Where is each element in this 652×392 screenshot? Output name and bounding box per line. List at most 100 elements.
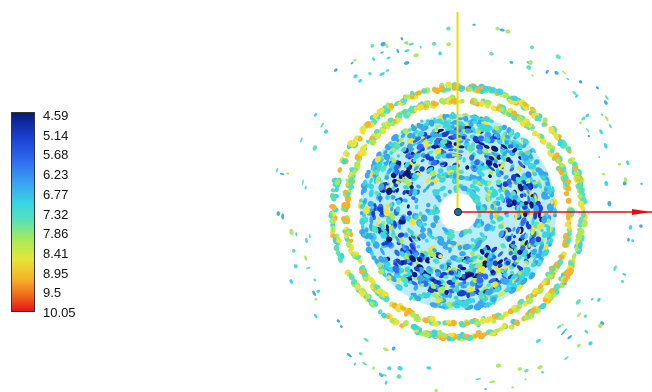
density-blob [413, 285, 419, 291]
density-blob [383, 347, 389, 352]
density-blob [581, 219, 588, 228]
density-blob [443, 275, 449, 279]
density-blob [412, 276, 418, 281]
density-blob [484, 131, 492, 139]
density-blob [578, 80, 583, 84]
density-blob [451, 124, 455, 129]
density-blob [487, 252, 495, 259]
density-blob [597, 297, 601, 302]
density-blob [410, 312, 417, 318]
density-blob [506, 235, 512, 242]
density-blob [374, 190, 379, 196]
density-blob [431, 288, 439, 292]
density-blob [434, 236, 439, 241]
density-blob [514, 132, 521, 139]
density-blob [334, 186, 339, 193]
density-blob [328, 213, 333, 219]
density-blob [469, 154, 475, 161]
density-blob [387, 275, 392, 280]
density-blob [565, 179, 572, 185]
density-blob [330, 225, 336, 232]
density-blob [514, 140, 521, 145]
density-blob [457, 244, 463, 251]
density-blob [520, 277, 527, 284]
density-blob [460, 98, 465, 104]
density-blob [390, 231, 397, 239]
density-blob [439, 177, 446, 183]
density-blob [577, 194, 583, 199]
density-blob [538, 256, 544, 261]
density-blob [511, 386, 514, 389]
density-blob [468, 263, 475, 270]
density-blob [346, 352, 352, 358]
density-blob [280, 172, 285, 176]
density-blob [471, 298, 476, 303]
density-blob [447, 233, 455, 239]
density-blob [419, 45, 422, 49]
colorbar-gradient [11, 112, 35, 312]
density-blob [489, 331, 497, 337]
density-blob [577, 241, 583, 250]
density-blob [379, 180, 383, 184]
density-blob [409, 185, 414, 190]
density-blob [511, 254, 518, 261]
density-blob [406, 204, 410, 209]
density-blob [585, 113, 590, 118]
density-blob [366, 169, 372, 174]
density-blob [489, 52, 494, 56]
density-blob [545, 181, 551, 186]
density-blob [381, 242, 386, 246]
density-blob [425, 100, 431, 107]
density-blob [414, 90, 423, 96]
density-blob [489, 258, 493, 262]
density-blob [399, 323, 404, 328]
density-blob [286, 172, 290, 175]
density-blob [348, 183, 354, 191]
density-blob [437, 198, 442, 203]
density-blob [514, 213, 518, 222]
density-blob [601, 172, 606, 176]
density-blob [381, 312, 386, 318]
density-blob [479, 89, 485, 95]
density-blob [487, 189, 492, 194]
density-blob [441, 172, 448, 177]
density-blob [426, 202, 431, 208]
density-blob [478, 142, 486, 146]
density-blob [516, 165, 522, 172]
density-blob [362, 362, 368, 366]
density-blob [424, 183, 431, 191]
density-blob [462, 269, 472, 273]
density-blob [497, 291, 506, 297]
density-blob [491, 225, 496, 232]
density-blob [469, 291, 475, 296]
density-blob [413, 266, 420, 272]
density-blob [505, 213, 509, 218]
density-blob [439, 161, 447, 166]
density-blob [450, 284, 456, 288]
density-blob [388, 225, 394, 231]
density-blob [530, 307, 537, 314]
density-blob [386, 236, 393, 243]
density-blob [613, 265, 617, 272]
density-blob [384, 263, 390, 270]
density-blob [413, 165, 419, 171]
density-blob [353, 135, 359, 142]
density-blob [487, 265, 492, 271]
density-blob [523, 211, 528, 218]
density-blob [420, 214, 428, 222]
density-blob [491, 281, 499, 288]
density-blob [464, 128, 472, 134]
density-blob [484, 388, 487, 390]
density-blob [545, 172, 549, 176]
density-blob [446, 81, 452, 89]
density-blob [375, 175, 381, 184]
density-blob [584, 329, 589, 334]
density-blob [563, 191, 570, 197]
density-blob [383, 150, 388, 155]
density-blob [428, 119, 435, 126]
density-blob [333, 244, 340, 252]
density-blob [498, 230, 505, 238]
density-blob [465, 165, 470, 170]
density-blob [434, 124, 442, 128]
density-blob [402, 198, 408, 203]
